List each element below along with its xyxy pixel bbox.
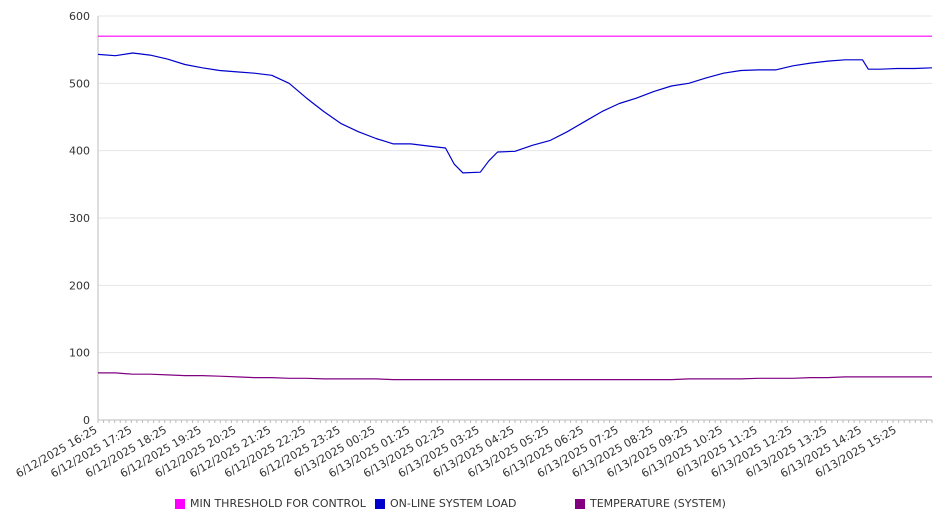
series-line-on-line-system-load	[97, 52, 933, 174]
gridlines	[98, 15, 932, 354]
y-tick-label: 100	[69, 347, 90, 360]
legend-label-temperature: TEMPERATURE (SYSTEM)	[590, 497, 726, 510]
y-tick-label: 200	[69, 279, 90, 292]
legend-label-system-load: ON-LINE SYSTEM LOAD	[390, 497, 517, 510]
legend-swatch-temperature	[575, 498, 585, 509]
y-tick-label: 0	[83, 414, 90, 427]
y-tick-labels: 0 100 200 300 400 500 600	[69, 10, 90, 427]
legend-item-system-load: ON-LINE SYSTEM LOAD	[375, 497, 516, 510]
chart-legend: MIN THRESHOLD FOR CONTROL ON-LINE SYSTEM…	[0, 497, 946, 515]
legend-swatch-min-threshold	[175, 498, 185, 509]
legend-swatch-system-load	[375, 498, 385, 509]
y-tick-label: 600	[69, 10, 90, 23]
y-tick-label: 500	[69, 77, 90, 90]
legend-item-min-threshold: MIN THRESHOLD FOR CONTROL	[175, 497, 366, 510]
series-lines	[97, 35, 933, 381]
legend-item-temperature: TEMPERATURE (SYSTEM)	[575, 497, 726, 510]
series-line-temperature-system	[98, 372, 932, 381]
y-tick-label: 400	[69, 145, 90, 158]
axes	[97, 16, 933, 423]
x-tick-labels: 6/12/2025 16:256/12/2025 17:256/12/2025 …	[14, 423, 899, 480]
y-tick-label: 300	[69, 212, 90, 225]
legend-label-min-threshold: MIN THRESHOLD FOR CONTROL	[190, 497, 366, 510]
